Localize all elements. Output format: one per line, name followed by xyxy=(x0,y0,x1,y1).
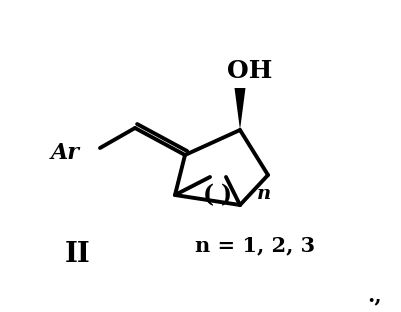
Text: ): ) xyxy=(220,183,231,207)
Text: Ar: Ar xyxy=(51,142,80,164)
Text: OH: OH xyxy=(227,59,272,83)
Text: n = 1, 2, 3: n = 1, 2, 3 xyxy=(194,235,314,255)
Text: n: n xyxy=(256,185,270,203)
Text: .,: ., xyxy=(367,285,381,305)
Polygon shape xyxy=(234,88,245,130)
Text: (: ( xyxy=(202,183,213,207)
Text: II: II xyxy=(65,241,91,269)
